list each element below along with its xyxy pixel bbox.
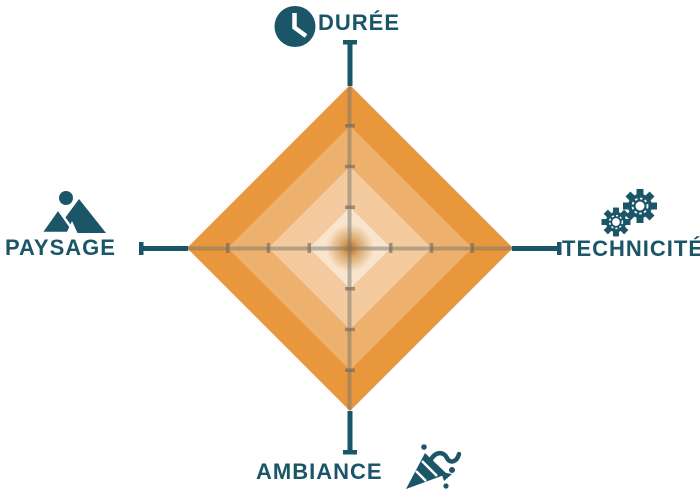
gears-icon — [601, 189, 657, 237]
clock-icon — [274, 6, 316, 47]
grid-lines — [187, 87, 512, 410]
axis-label-duree: DURÉE — [318, 10, 401, 35]
axis-ends — [139, 40, 562, 455]
radar-ticks — [226, 124, 474, 372]
mountain-icon — [38, 191, 106, 235]
axis-label-paysage: PAYSAGE — [5, 235, 116, 260]
axis-cap-top — [343, 40, 357, 45]
axis-label-technicite: TECHNICITÉ — [562, 236, 700, 261]
party-popper-icon — [406, 444, 462, 489]
axis-cap-left — [139, 242, 144, 255]
axis-label-ambiance: AMBIANCE — [256, 459, 383, 484]
axis-cap-bottom — [343, 450, 357, 455]
axis-cap-right — [557, 242, 562, 255]
